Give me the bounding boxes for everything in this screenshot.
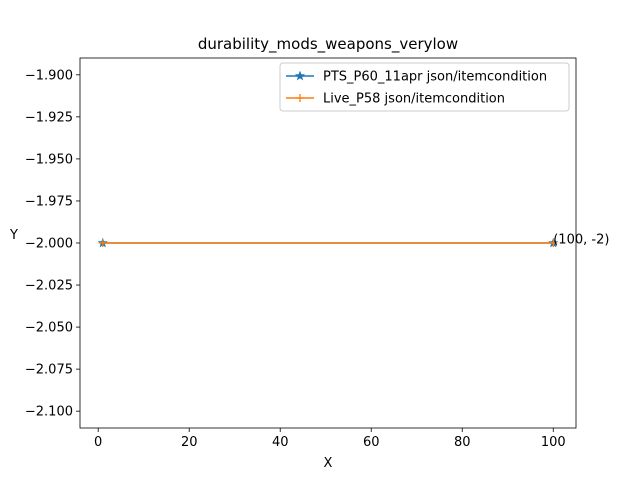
chart-title: durability_mods_weapons_verylow bbox=[198, 35, 458, 54]
x-tick-label: 100 bbox=[541, 435, 566, 450]
data-point bbox=[98, 239, 107, 247]
y-tick-label: −2.000 bbox=[25, 237, 73, 252]
x-axis: 0 20 40 60 80 100 bbox=[94, 428, 566, 450]
y-tick-label: −1.925 bbox=[25, 110, 73, 125]
y-tick-label: −1.900 bbox=[25, 68, 73, 83]
y-tick-label: −2.100 bbox=[25, 405, 73, 420]
y-axis: −1.900 −1.925 −1.950 −1.975 −2.000 −2.025 −2.0… bbox=[25, 68, 80, 420]
legend: PTS_P60_11apr json/itemcondition Live_P5… bbox=[279, 62, 570, 112]
series-layer bbox=[97, 237, 559, 248]
legend-frame bbox=[279, 62, 570, 112]
legend-marker-pts bbox=[294, 70, 306, 81]
legend-label-live: Live_P58 json/itemcondition bbox=[323, 92, 505, 107]
y-tick-label: −1.950 bbox=[25, 152, 73, 167]
x-tick-label: 20 bbox=[181, 435, 198, 450]
x-axis-label: X bbox=[324, 456, 333, 471]
legend-marker-live bbox=[296, 94, 304, 102]
y-tick-label: −2.050 bbox=[25, 321, 73, 336]
y-tick-label: −1.975 bbox=[25, 194, 73, 209]
y-tick-label: −2.075 bbox=[25, 363, 73, 378]
x-tick-label: 60 bbox=[363, 435, 380, 450]
plot-frame bbox=[79, 57, 577, 429]
x-tick-label: 40 bbox=[272, 435, 289, 450]
legend-marker-shape bbox=[296, 94, 304, 102]
legend-label-pts: PTS_P60_11apr json/itemcondition bbox=[323, 70, 547, 85]
x-tick-label: 0 bbox=[94, 435, 102, 450]
y-tick-label: −2.025 bbox=[25, 279, 73, 294]
data-point bbox=[549, 239, 558, 247]
y-axis-label: Y bbox=[9, 228, 18, 243]
x-tick-label: 80 bbox=[454, 435, 471, 450]
legend-marker-shape bbox=[294, 70, 306, 81]
point-annotation: (100, -2) bbox=[553, 233, 609, 248]
annotation-layer: (100, -2) bbox=[553, 233, 609, 248]
